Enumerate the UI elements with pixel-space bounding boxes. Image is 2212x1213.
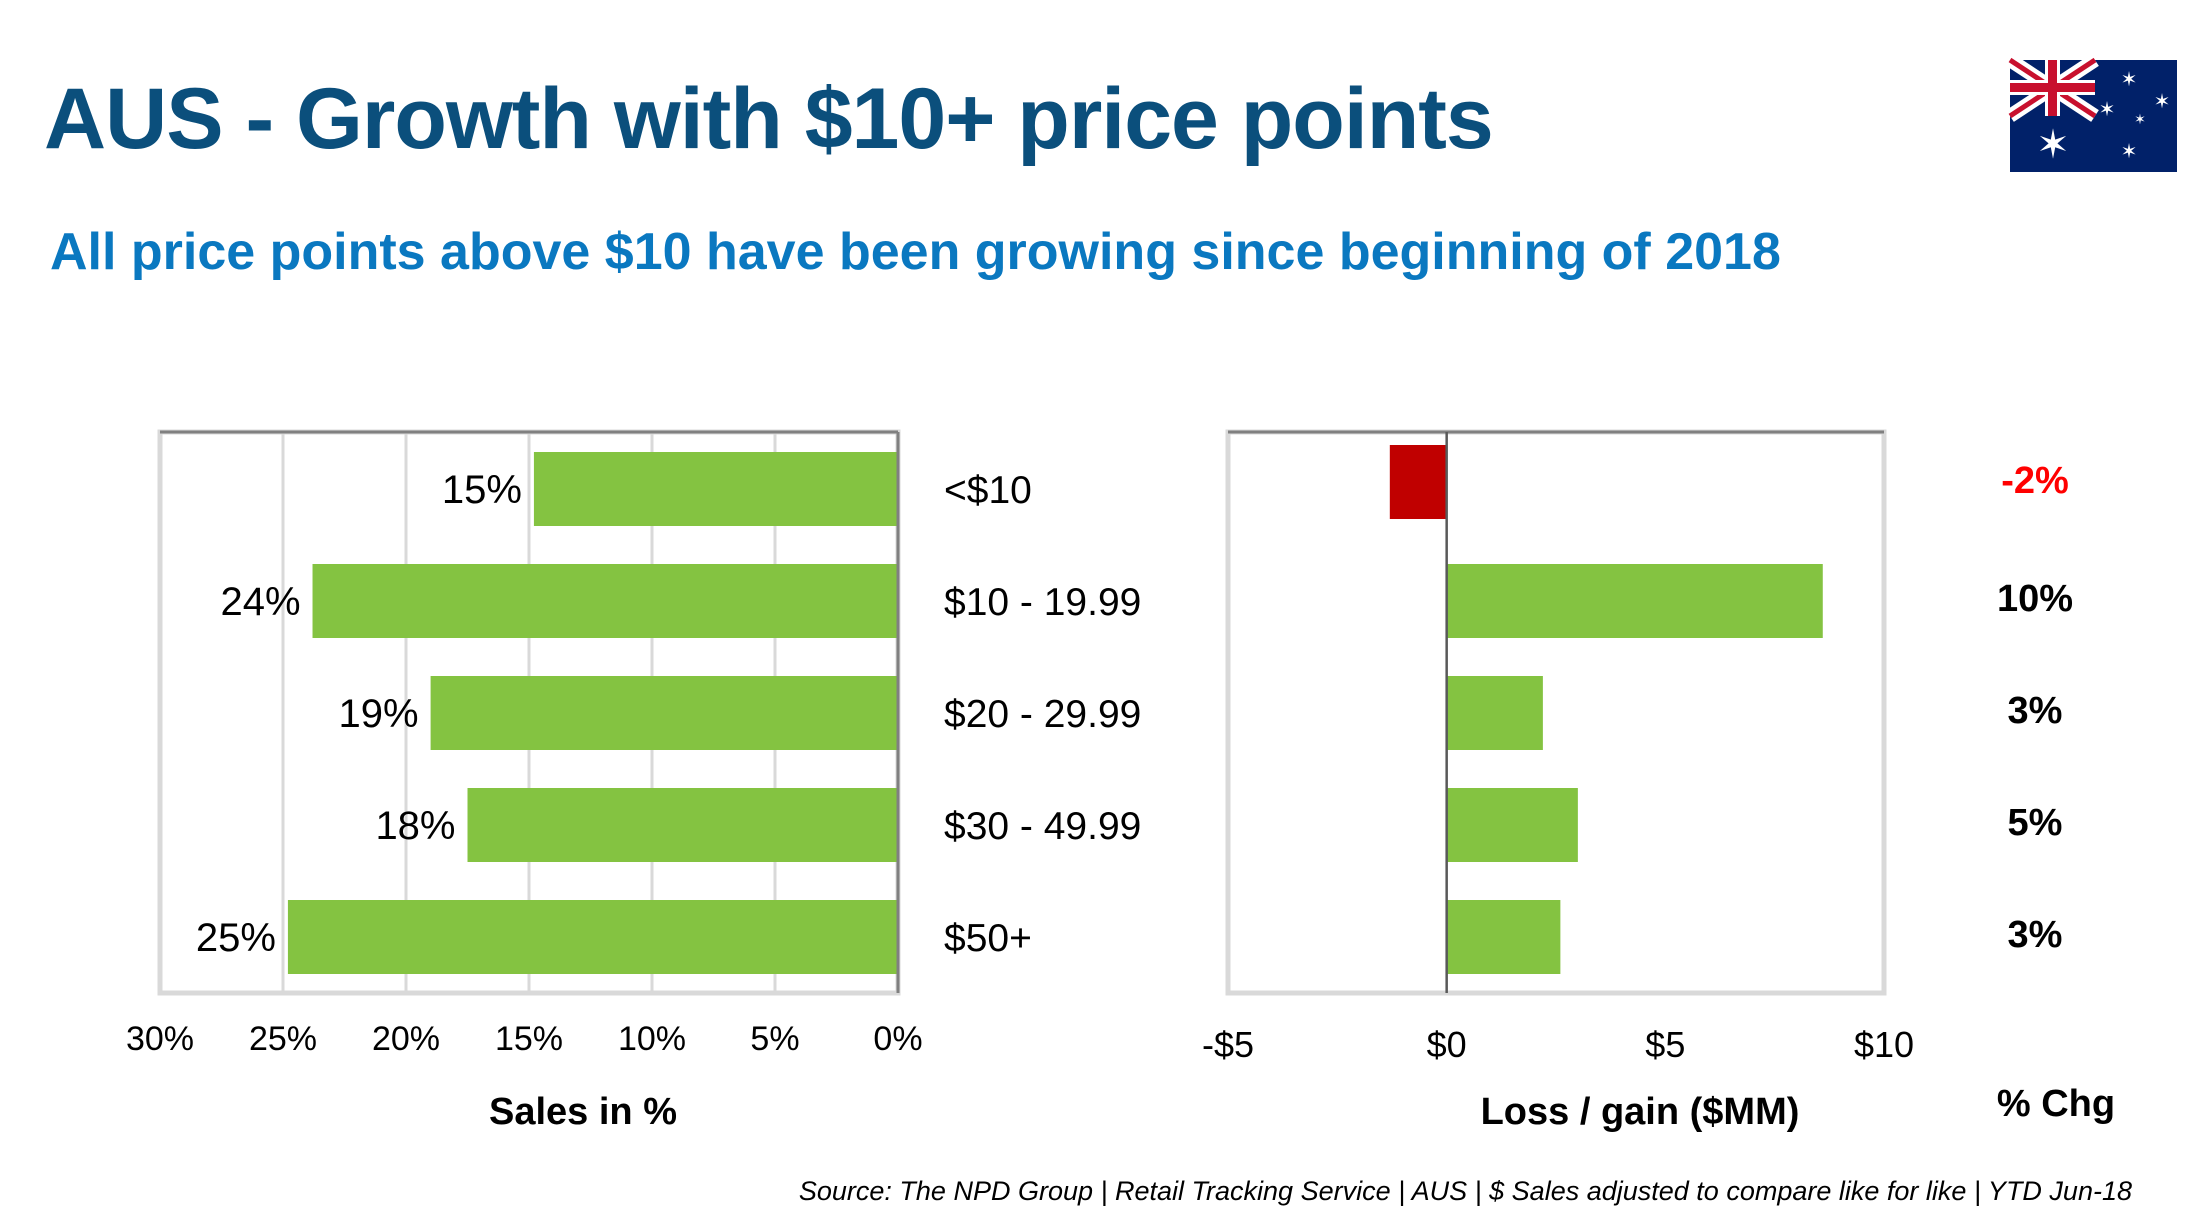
data-label: 24%	[220, 580, 300, 624]
x-tick-label: $5	[1645, 1024, 1685, 1065]
pct-change-label: 3%	[2008, 690, 2063, 732]
x-tick-label: 20%	[372, 1020, 440, 1058]
svg-text:✶: ✶	[2134, 111, 2146, 127]
x-tick-label: 30%	[126, 1020, 194, 1058]
svg-text:✶: ✶	[2099, 99, 2116, 121]
pct-change-label: 3%	[2008, 914, 2063, 956]
data-label: 18%	[375, 804, 455, 848]
bar	[1446, 788, 1578, 862]
pct-change-label: -2%	[2001, 460, 2069, 502]
data-label: 25%	[196, 916, 276, 960]
x-tick-label: 0%	[873, 1020, 922, 1058]
pct-chg-header: % Chg	[1997, 1083, 2115, 1125]
bar	[533, 452, 898, 526]
x-tick-label: 10%	[618, 1020, 686, 1058]
svg-text:✶: ✶	[2121, 141, 2138, 163]
x-tick-label: 15%	[495, 1020, 563, 1058]
page-title: AUS - Growth with $10+ price points	[44, 71, 1494, 167]
bar	[1389, 445, 1447, 519]
category-label: <$10	[944, 469, 1032, 512]
bar	[430, 676, 898, 750]
svg-text:✶: ✶	[2121, 69, 2138, 91]
page-subtitle: All price points above $10 have been gro…	[50, 223, 1781, 281]
pct-change-label: 5%	[2008, 802, 2063, 844]
x-tick-label: -$5	[1202, 1024, 1254, 1065]
pct-change-label: 10%	[1997, 578, 2073, 620]
x-tick-label: $0	[1427, 1024, 1467, 1065]
svg-text:✶: ✶	[2154, 91, 2171, 113]
x-tick-label: 25%	[249, 1020, 317, 1058]
category-label: $50+	[944, 917, 1032, 960]
x-axis-title: Sales in %	[489, 1091, 677, 1133]
bar	[1446, 564, 1823, 638]
australia-flag-icon: ✶ ✶ ✶ ✶ ✶ ✶	[2006, 54, 2177, 172]
bar	[1446, 676, 1543, 750]
category-label: $10 - 19.99	[944, 581, 1141, 624]
bar	[287, 900, 898, 974]
source-note: Source: The NPD Group | Retail Tracking …	[798, 1176, 2132, 1206]
data-label: 19%	[339, 692, 419, 736]
bar	[467, 788, 898, 862]
svg-text:✶: ✶	[2036, 123, 2070, 167]
x-tick-label: 5%	[750, 1020, 799, 1058]
x-axis-title: Loss / gain ($MM)	[1481, 1091, 1800, 1133]
bar	[1446, 900, 1561, 974]
category-label: $30 - 49.99	[944, 805, 1141, 848]
bar	[312, 564, 898, 638]
data-label: 15%	[442, 468, 522, 512]
plot-area	[1225, 429, 1887, 996]
category-label: $20 - 29.99	[944, 693, 1141, 736]
x-tick-label: $10	[1854, 1024, 1914, 1065]
